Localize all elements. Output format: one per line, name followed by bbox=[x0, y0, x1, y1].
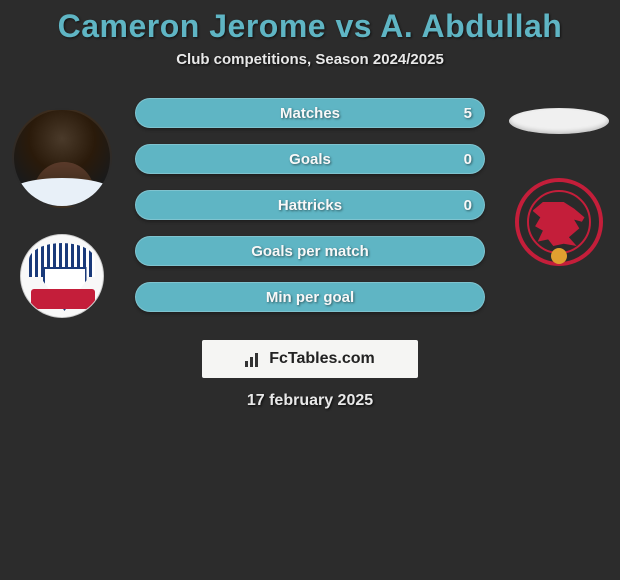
main-row: Matches 5 Goals 0 Hattricks 0 Goals per … bbox=[0, 98, 620, 318]
stat-bar-hattricks: Hattricks 0 bbox=[135, 190, 485, 220]
jersey-shape bbox=[12, 178, 112, 208]
stat-right-value: 5 bbox=[464, 105, 472, 122]
stat-bar-goals-per-match: Goals per match bbox=[135, 236, 485, 266]
bolton-ribbon bbox=[31, 289, 95, 309]
page-title: Cameron Jerome vs A. Abdullah bbox=[0, 8, 620, 45]
stat-right-value: 0 bbox=[464, 197, 472, 214]
subtitle: Club competitions, Season 2024/2025 bbox=[0, 51, 620, 68]
comparison-card: Cameron Jerome vs A. Abdullah Club compe… bbox=[0, 0, 620, 410]
stat-bar-matches: Matches 5 bbox=[135, 98, 485, 128]
stats-column: Matches 5 Goals 0 Hattricks 0 Goals per … bbox=[135, 98, 485, 312]
stat-label: Min per goal bbox=[266, 289, 354, 306]
right-player-column bbox=[505, 98, 612, 266]
stat-label: Matches bbox=[280, 105, 340, 122]
club-badge-right bbox=[509, 178, 609, 266]
stat-right-value: 0 bbox=[464, 151, 472, 168]
stat-bar-min-per-goal: Min per goal bbox=[135, 282, 485, 312]
watermark-badge: FcTables.com bbox=[202, 340, 418, 378]
club-badge-left bbox=[12, 234, 112, 318]
snapshot-date: 17 february 2025 bbox=[0, 392, 620, 410]
bolton-badge-shape bbox=[20, 234, 104, 318]
left-player-column bbox=[8, 98, 115, 318]
player-photo-right-placeholder bbox=[509, 108, 609, 134]
bar-chart-icon bbox=[245, 351, 265, 367]
stat-label: Goals per match bbox=[251, 243, 369, 260]
orient-ball-shape bbox=[551, 248, 567, 264]
player-photo-left bbox=[12, 108, 112, 208]
watermark-text: FcTables.com bbox=[269, 350, 375, 368]
stat-label: Hattricks bbox=[278, 197, 342, 214]
stat-bar-goals: Goals 0 bbox=[135, 144, 485, 174]
stat-label: Goals bbox=[289, 151, 331, 168]
